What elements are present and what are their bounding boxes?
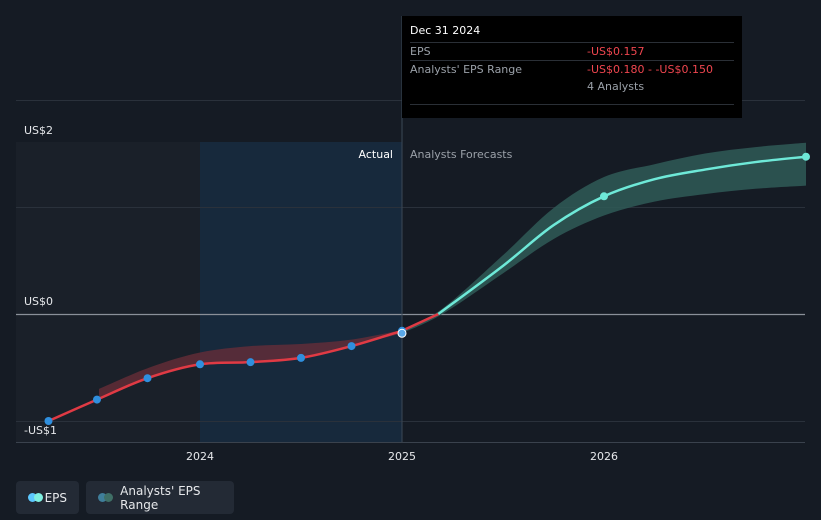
actual-label: Actual bbox=[359, 148, 393, 161]
y-tick-label: US$0 bbox=[24, 295, 53, 308]
actual-highlight bbox=[200, 142, 402, 442]
eps-point bbox=[44, 417, 53, 425]
tooltip-range-value: -US$0.180 - -US$0.150 bbox=[587, 63, 713, 76]
tooltip-divider bbox=[410, 104, 734, 105]
forecast-range-band bbox=[402, 142, 806, 334]
eps-legend-icon bbox=[28, 493, 43, 502]
legend-eps-button[interactable]: EPS bbox=[16, 481, 79, 514]
tooltip-analysts-row: 4 Analysts bbox=[410, 78, 734, 95]
eps-point bbox=[802, 152, 810, 161]
eps-point bbox=[347, 342, 356, 351]
tooltip-eps-value: -US$0.157 bbox=[587, 45, 645, 58]
tooltip-range-label: Analysts' EPS Range bbox=[410, 63, 523, 76]
tooltip-date: Dec 31 2024 bbox=[410, 24, 481, 37]
tooltip: Dec 31 2024 EPS -US$0.157 Analysts' EPS … bbox=[402, 16, 742, 118]
eps-point bbox=[297, 353, 305, 362]
eps-point bbox=[143, 374, 152, 383]
x-tick-label: 2026 bbox=[590, 450, 618, 463]
eps-point bbox=[600, 192, 608, 201]
y-tick-label: -US$1 bbox=[24, 424, 57, 437]
actual-range-band bbox=[99, 330, 402, 400]
legend-eps-label: EPS bbox=[44, 490, 67, 505]
tooltip-range-row: Analysts' EPS Range -US$0.180 - -US$0.15… bbox=[410, 60, 734, 78]
legend-range-label: Analysts' EPS Range bbox=[120, 483, 201, 512]
tooltip-eps-row: EPS -US$0.157 bbox=[410, 42, 734, 60]
eps-point bbox=[92, 395, 101, 404]
y-tick-label: US$2 bbox=[24, 124, 53, 137]
tooltip-analysts: 4 Analysts bbox=[587, 80, 645, 93]
eps-actual-line bbox=[47, 329, 403, 423]
x-tick-label: 2024 bbox=[186, 450, 214, 463]
history-shade bbox=[16, 142, 200, 442]
tooltip-eps-label: EPS bbox=[410, 45, 431, 58]
forecast-label: Analysts Forecasts bbox=[410, 148, 513, 161]
range-legend-icon bbox=[98, 493, 113, 502]
eps-forecast-line bbox=[437, 155, 807, 316]
eps-forecast-negative-line bbox=[401, 312, 439, 332]
eps-point bbox=[246, 358, 255, 367]
legend-range-button[interactable]: Analysts' EPS Range bbox=[86, 481, 234, 514]
eps-point bbox=[196, 360, 204, 369]
highlight-point bbox=[397, 328, 407, 338]
x-tick-label: 2025 bbox=[388, 450, 416, 463]
